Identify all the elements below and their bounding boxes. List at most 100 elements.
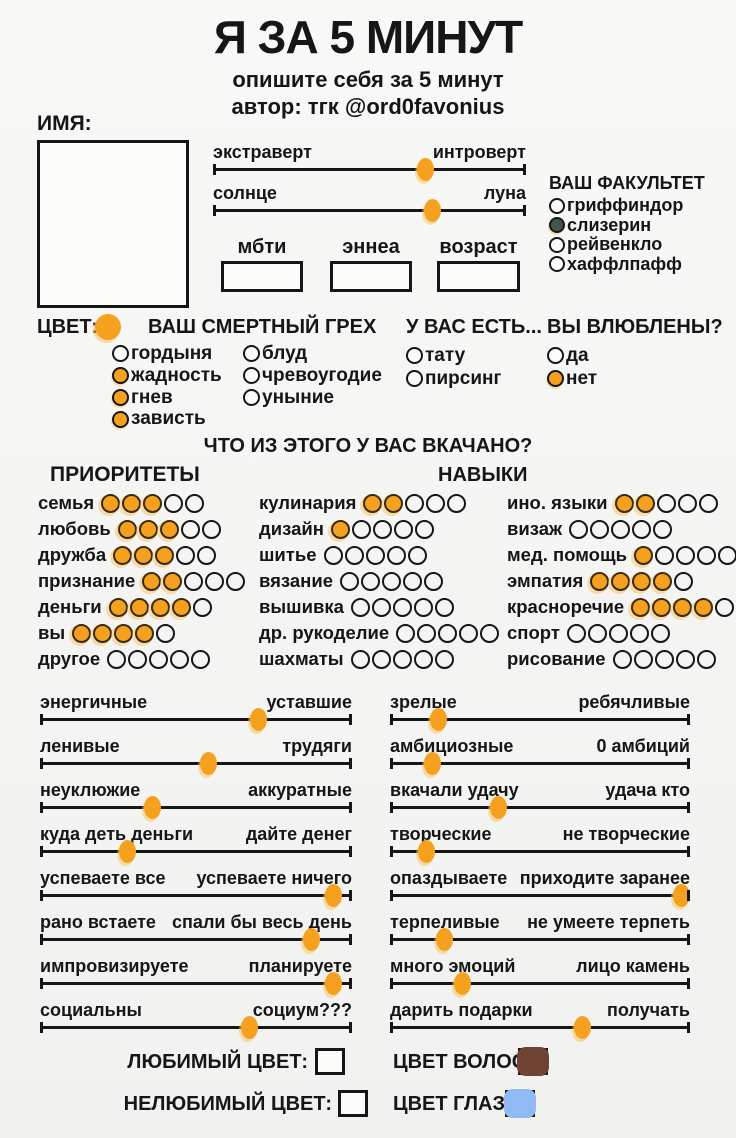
rating-circle[interactable] <box>673 597 693 617</box>
rating-circle[interactable] <box>108 597 128 617</box>
rating-circle[interactable] <box>351 519 371 539</box>
scale-dot-marker[interactable] <box>423 199 441 222</box>
rating-circle[interactable] <box>350 649 370 669</box>
radio-option[interactable]: тату <box>406 344 501 367</box>
rating-circle[interactable] <box>117 519 137 539</box>
rating-circle[interactable] <box>170 649 190 669</box>
rating-circle[interactable] <box>371 597 391 617</box>
rating-circle[interactable] <box>677 493 697 513</box>
scale-dot-marker[interactable] <box>489 796 507 819</box>
radio-circle[interactable] <box>243 388 260 406</box>
scale-dot-marker[interactable] <box>417 840 435 863</box>
rating-circle[interactable] <box>344 545 364 565</box>
radio-option[interactable]: нет <box>547 367 597 390</box>
radio-circle[interactable] <box>547 347 564 364</box>
radio-circle[interactable] <box>243 345 260 363</box>
rating-circle[interactable] <box>694 597 714 617</box>
rating-circle[interactable] <box>675 649 695 669</box>
rating-circle[interactable] <box>654 649 674 669</box>
scale-track[interactable] <box>213 199 526 222</box>
radio-option[interactable]: хаффлпафф <box>549 254 683 275</box>
name-input-box[interactable] <box>37 140 189 308</box>
scale-dot-marker[interactable] <box>199 752 217 775</box>
rating-circle[interactable] <box>480 623 500 643</box>
rating-circle[interactable] <box>113 545 133 565</box>
radio-option[interactable]: гриффиндор <box>549 195 683 216</box>
rating-circle[interactable] <box>403 571 422 591</box>
rating-circle[interactable] <box>614 493 634 513</box>
rating-circle[interactable] <box>653 571 673 591</box>
rating-circle[interactable] <box>392 597 412 617</box>
radio-option[interactable]: зависть <box>112 408 222 430</box>
rating-circle[interactable] <box>138 519 158 539</box>
scale-track[interactable] <box>390 840 690 863</box>
rating-circle[interactable] <box>192 597 212 617</box>
rating-circle[interactable] <box>185 493 205 513</box>
rating-circle[interactable] <box>372 519 392 539</box>
color-swatch-box[interactable] <box>504 1089 536 1118</box>
rating-circle[interactable] <box>590 519 610 539</box>
rating-circle[interactable] <box>371 649 391 669</box>
rating-circle[interactable] <box>414 519 434 539</box>
rating-circle[interactable] <box>434 597 454 617</box>
radio-circle[interactable] <box>547 370 564 387</box>
rating-circle[interactable] <box>386 545 406 565</box>
rating-circle[interactable] <box>434 649 454 669</box>
scale-dot-marker[interactable] <box>240 1016 258 1039</box>
rating-circle[interactable] <box>587 623 607 643</box>
radio-option[interactable]: да <box>547 344 597 367</box>
rating-circle[interactable] <box>413 597 433 617</box>
rating-circle[interactable] <box>201 519 221 539</box>
rating-circle[interactable] <box>396 623 416 643</box>
rating-circle[interactable] <box>653 519 673 539</box>
color-swatch-box[interactable] <box>315 1048 345 1075</box>
scale-dot-marker[interactable] <box>249 708 267 731</box>
color-answer-dot[interactable] <box>95 314 121 340</box>
rating-circle[interactable] <box>633 649 653 669</box>
scale-track[interactable] <box>40 972 352 995</box>
info-box-input[interactable] <box>437 261 520 292</box>
rating-circle[interactable] <box>171 597 191 617</box>
radio-option[interactable]: гнев <box>112 387 222 409</box>
rating-circle[interactable] <box>392 649 412 669</box>
radio-circle[interactable] <box>549 217 565 234</box>
rating-circle[interactable] <box>363 493 383 513</box>
rating-circle[interactable] <box>164 493 184 513</box>
radio-circle[interactable] <box>406 347 423 364</box>
info-box-input[interactable] <box>330 261 412 292</box>
rating-circle[interactable] <box>330 519 350 539</box>
radio-circle[interactable] <box>112 388 129 406</box>
rating-circle[interactable] <box>150 597 170 617</box>
rating-circle[interactable] <box>635 493 655 513</box>
radio-option[interactable]: уныние <box>243 387 382 409</box>
radio-circle[interactable] <box>406 370 423 387</box>
scale-track[interactable] <box>40 884 352 907</box>
rating-circle[interactable] <box>656 493 676 513</box>
rating-circle[interactable] <box>569 519 589 539</box>
rating-circle[interactable] <box>197 545 217 565</box>
scale-track[interactable] <box>390 884 690 907</box>
rating-circle[interactable] <box>176 545 196 565</box>
rating-circle[interactable] <box>205 571 225 591</box>
rating-circle[interactable] <box>129 597 149 617</box>
rating-circle[interactable] <box>191 649 211 669</box>
rating-circle[interactable] <box>93 623 113 643</box>
color-swatch-box[interactable] <box>338 1090 368 1117</box>
scale-track[interactable] <box>390 972 690 995</box>
rating-circle[interactable] <box>413 649 433 669</box>
rating-circle[interactable] <box>135 623 155 643</box>
rating-circle[interactable] <box>323 545 343 565</box>
rating-circle[interactable] <box>696 649 716 669</box>
scale-dot-marker[interactable] <box>573 1016 591 1039</box>
rating-circle[interactable] <box>155 545 175 565</box>
radio-circle[interactable] <box>549 197 565 214</box>
scale-dot-marker[interactable] <box>118 840 136 863</box>
rating-circle[interactable] <box>590 571 610 591</box>
rating-circle[interactable] <box>629 623 649 643</box>
rating-circle[interactable] <box>675 545 695 565</box>
rating-circle[interactable] <box>350 597 370 617</box>
rating-circle[interactable] <box>107 649 127 669</box>
radio-option[interactable]: пирсинг <box>406 367 501 390</box>
rating-circle[interactable] <box>424 571 443 591</box>
scale-track[interactable] <box>390 752 690 775</box>
